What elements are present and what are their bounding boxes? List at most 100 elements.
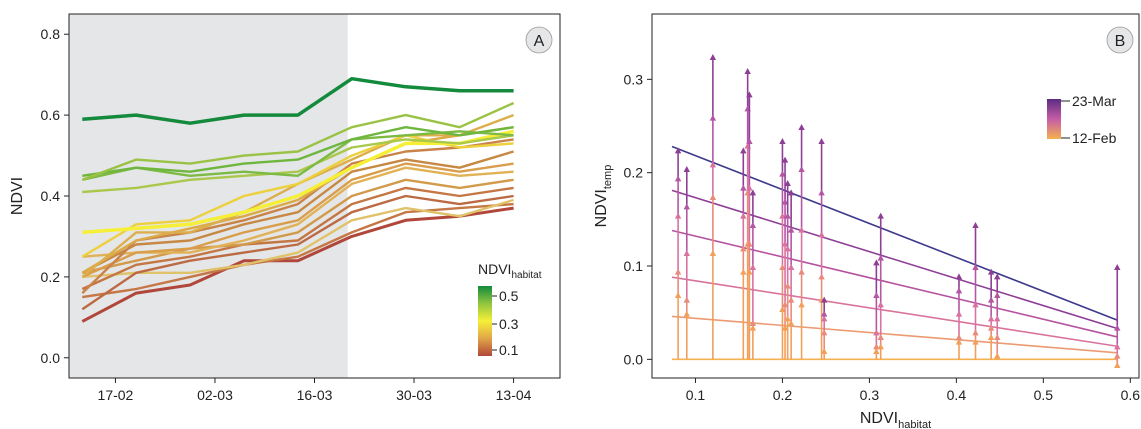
stem-arrowhead: [820, 315, 828, 322]
stem-arrowhead: [674, 292, 682, 298]
stems: [674, 54, 1121, 368]
stem-arrowhead: [818, 231, 825, 238]
stem-arrowhead: [1114, 343, 1121, 350]
stem-arrowhead: [740, 212, 747, 219]
stem-arrowhead: [987, 268, 995, 275]
stem-arrowhead: [740, 184, 747, 191]
stem-arrowhead: [683, 310, 690, 317]
y-axis-label: NDVI: [9, 177, 26, 215]
stem-arrowhead: [674, 212, 682, 219]
stem-arrowhead: [798, 166, 805, 172]
stem-arrowhead: [873, 259, 880, 266]
colorbar-gradient: [478, 286, 492, 356]
series-line: [82, 125, 514, 177]
stem-arrowhead: [784, 315, 791, 322]
series-line: [81, 206, 514, 323]
stem-arrowhead: [873, 348, 880, 354]
regression-line: [671, 315, 1118, 354]
x-tick-label: 0.5: [1034, 387, 1054, 403]
stem-arrowhead: [787, 264, 795, 270]
stem-arrowhead: [779, 170, 786, 177]
stem-arrowhead: [972, 264, 979, 270]
x-tick-label: 0.1: [686, 387, 706, 403]
stem-arrowhead: [877, 343, 884, 350]
stem-arrowhead: [818, 138, 825, 144]
stem-arrowhead: [683, 203, 690, 210]
stem-arrowhead: [784, 282, 791, 289]
stem-arrowhead: [877, 334, 884, 340]
stem-arrowhead: [818, 273, 825, 280]
plot-frame: [651, 13, 1140, 379]
stem-arrowhead: [972, 222, 979, 228]
x-tick-label: 17-02: [98, 387, 134, 403]
stem-arrowhead: [740, 147, 747, 154]
colorbar-title: NDVIhabitat: [478, 261, 542, 281]
series-line: [81, 101, 515, 181]
stem-arrowhead: [779, 306, 786, 312]
colorbar-bottom-label: 12-Feb: [1072, 130, 1117, 146]
series-line: [81, 186, 514, 291]
panel-letter: A: [534, 33, 545, 50]
series-line: [82, 129, 514, 235]
series-line: [82, 202, 514, 299]
regression-line: [671, 189, 1118, 330]
stem-arrowhead: [1114, 362, 1121, 368]
stem-arrowhead: [781, 324, 789, 331]
stem-arrowhead: [1114, 352, 1121, 359]
stem-arrowhead: [994, 334, 1001, 340]
colorbar-tick: 0.1: [499, 342, 519, 358]
regression-line: [671, 276, 1118, 348]
series-line: [82, 134, 514, 194]
colorbar-a: NDVIhabitat 0.5 0.3 0.1: [478, 261, 542, 358]
y-tick-label: 0.2: [41, 269, 61, 285]
panel-b: 0.0 0.1 0.2 0.3 0.1 0.2 0.3 0.4 0.5 0.6 NDVIhabit…: [593, 13, 1141, 429]
y-tick-label: 0.4: [41, 188, 61, 204]
colorbar-gradient: [1047, 99, 1061, 139]
series-line: [81, 162, 514, 278]
x-tick-label: 16-03: [297, 387, 333, 403]
stem-arrowhead: [994, 292, 1001, 298]
y-tick-label: 0.8: [41, 26, 61, 42]
y-axis-label: NDVItemp: [593, 165, 614, 228]
x-tick-label: 13-04: [496, 387, 532, 403]
y-tick-label: 0.2: [624, 165, 644, 181]
stem-arrowhead: [820, 348, 828, 354]
x-tick-label: 0.3: [860, 387, 880, 403]
panel-letter: B: [1115, 33, 1126, 50]
stem-arrowhead: [674, 147, 682, 154]
stem-arrowhead: [784, 180, 791, 186]
stem-arrowhead: [873, 343, 880, 350]
stem-arrowhead: [873, 329, 880, 336]
x-tick-label: 0.4: [947, 387, 967, 403]
series-line: [82, 178, 514, 274]
stem-arrowhead: [994, 352, 1001, 359]
stem-arrowhead: [784, 212, 791, 219]
regression-line: [671, 145, 1118, 321]
x-tick-label: 0.6: [1121, 387, 1141, 403]
stem-arrowhead: [779, 264, 786, 270]
x-axis-label: NDVIhabitat: [860, 410, 931, 429]
stem-arrowhead: [820, 296, 828, 303]
stem-arrowhead: [972, 329, 979, 336]
stem-arrowhead: [798, 226, 805, 233]
stem-arrowhead: [994, 315, 1001, 322]
x-tick-label: 30-03: [396, 387, 432, 403]
stem-arrowhead: [749, 189, 757, 196]
y-tick-label: 0.0: [624, 351, 644, 367]
stem-arrowhead: [709, 54, 717, 60]
stem-arrowhead: [749, 320, 757, 326]
stem-arrowhead: [955, 338, 963, 345]
stem-arrowhead: [818, 189, 825, 196]
stem-arrowhead: [798, 268, 805, 275]
stem-arrowhead: [787, 296, 795, 303]
series-line: [81, 194, 514, 311]
stem-arrowhead: [746, 268, 753, 275]
stem-arrowhead: [781, 198, 789, 205]
stem-arrowhead: [740, 245, 747, 252]
panel-label-a: A: [525, 26, 553, 54]
stem-arrowhead: [987, 315, 995, 322]
stem-arrowhead: [740, 268, 747, 275]
stem-arrowhead: [972, 338, 979, 345]
panel-label-b: B: [1106, 26, 1134, 54]
